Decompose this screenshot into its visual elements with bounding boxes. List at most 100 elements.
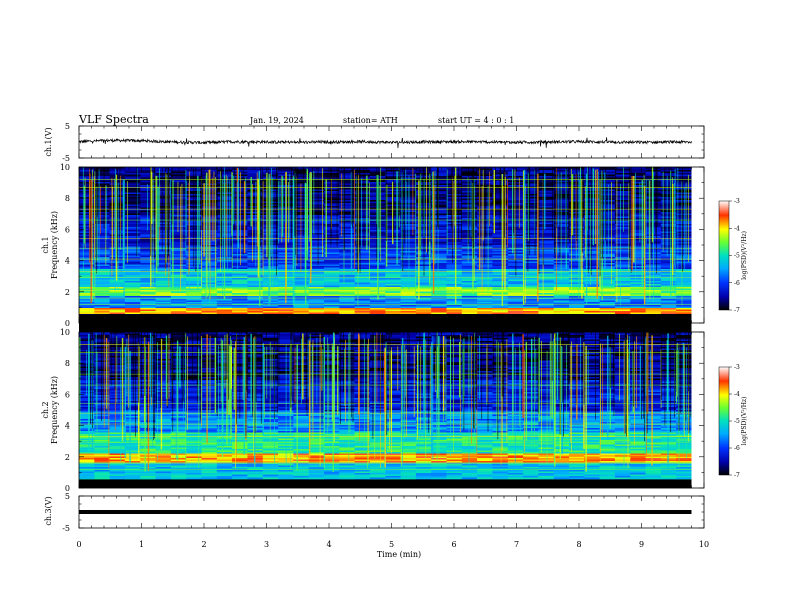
spectrogram-cell (140, 272, 157, 274)
spectrogram-cell (308, 200, 325, 202)
spectrogram-cell (79, 183, 95, 186)
spectrogram-cell (553, 200, 570, 202)
spectrogram-cell (94, 213, 111, 216)
spectrogram-cell (553, 299, 570, 301)
spectrogram-cell (477, 278, 493, 280)
spectrogram-cell (140, 261, 157, 264)
spectrogram-cell (79, 302, 95, 304)
spectrogram-cell (232, 189, 248, 192)
spectrogram-cell (94, 242, 111, 244)
spectrogram-cell (630, 332, 647, 334)
spectrogram-cell (400, 173, 417, 175)
spectrogram-cell (660, 269, 677, 271)
spectrogram-cell (339, 333, 356, 336)
spectrogram-cell (79, 248, 95, 250)
spectrogram-cell (354, 299, 371, 301)
spectrogram-cell (385, 261, 402, 264)
spectrogram-cell (385, 297, 402, 300)
spectrogram-cell (140, 200, 157, 202)
spectrogram-cell (247, 284, 264, 286)
spectrogram-cell (492, 246, 509, 249)
spectrogram-cell (538, 263, 555, 265)
spectrogram-cell (124, 174, 141, 177)
spectrogram-cell (523, 312, 539, 315)
spectrogram-cell (247, 207, 264, 210)
spectrogram-cell (155, 180, 172, 183)
spectrogram-cell (415, 302, 432, 304)
spectrogram-cell (553, 167, 570, 169)
spectrogram-cell (155, 249, 172, 252)
spectrogram-cell (584, 192, 601, 195)
spectrogram-cell (461, 242, 478, 244)
spectrogram-cell (461, 200, 478, 202)
spectrogram-cell (354, 276, 371, 279)
spectrogram-cell (339, 170, 356, 172)
spectrogram-cell (584, 236, 601, 238)
spectrogram-cell (538, 236, 555, 238)
spectrogram-cell (385, 273, 402, 276)
spectrogram-cell (584, 288, 601, 291)
spectrogram-cell (538, 272, 555, 274)
spectrogram-cell (339, 198, 356, 201)
spectrogram-cell (538, 297, 555, 300)
spectrogram-cell (308, 248, 325, 250)
spectrogram-cell (385, 338, 402, 340)
spectrogram-cell (584, 309, 601, 312)
spectrogram-cell (614, 273, 631, 276)
spectrogram-cell (538, 291, 555, 294)
spectrogram-cell (676, 195, 692, 198)
spectrogram-cell (308, 299, 325, 301)
spectrogram-cell (140, 168, 157, 171)
spectrogram-cell (155, 251, 172, 253)
spectrogram-cell (492, 251, 509, 253)
spectrogram-cell (538, 200, 555, 202)
spectrogram-cell (492, 237, 509, 240)
spectrogram-cell (660, 278, 677, 280)
spectrogram-cell (553, 258, 570, 261)
spectrogram-cell (278, 333, 294, 336)
spectrogram-cell (385, 308, 402, 310)
spectrogram-cell (523, 176, 539, 178)
spectrogram-cell (461, 213, 478, 216)
spectrogram-cell (216, 171, 233, 174)
spectrogram-cell (614, 291, 631, 294)
spectrogram-cell (124, 177, 141, 180)
spectrogram-cell (79, 269, 95, 271)
spectrogram-cell (461, 201, 478, 204)
spectrogram-cell (584, 290, 601, 292)
spectrogram-cell (630, 231, 647, 234)
spectrogram-cell (599, 203, 616, 205)
spectrogram-cell (461, 267, 478, 270)
spectrogram-cell (400, 228, 417, 231)
spectrogram-cell (492, 276, 509, 279)
spectrogram-cell (155, 218, 172, 220)
spectrogram-cell (538, 333, 555, 336)
spectrogram-cell (461, 287, 478, 289)
spectrogram-cell (523, 333, 539, 336)
spectrogram-cell (630, 278, 647, 280)
spectrogram-cell (324, 252, 340, 255)
spectrogram-cell (293, 234, 310, 237)
spectrogram-cell (232, 183, 248, 186)
spectrogram-cell (186, 288, 202, 291)
spectrogram-cell (186, 276, 202, 279)
spectrogram-cell (324, 176, 340, 178)
spectrogram-cell (232, 206, 248, 208)
spectrogram-cell (446, 243, 463, 246)
spectrogram-cell (155, 185, 172, 187)
spectrogram-cell (247, 215, 264, 217)
spectrogram-cell (599, 174, 616, 177)
spectrogram-cell (431, 176, 447, 178)
spectrogram-cell (324, 243, 340, 246)
spectrogram-cell (79, 333, 95, 336)
spectrogram-cell (523, 179, 539, 181)
spectrogram-cell (369, 306, 386, 309)
spectrogram-cell (79, 192, 95, 195)
spectrogram-cell (385, 279, 402, 282)
spectrogram-cell (94, 309, 111, 312)
spectrogram-cell (400, 254, 417, 256)
spectrogram-cell (400, 273, 417, 276)
spectrogram-cell (477, 294, 493, 297)
spectrogram-cell (262, 306, 279, 309)
spectrogram-cell (247, 213, 264, 216)
